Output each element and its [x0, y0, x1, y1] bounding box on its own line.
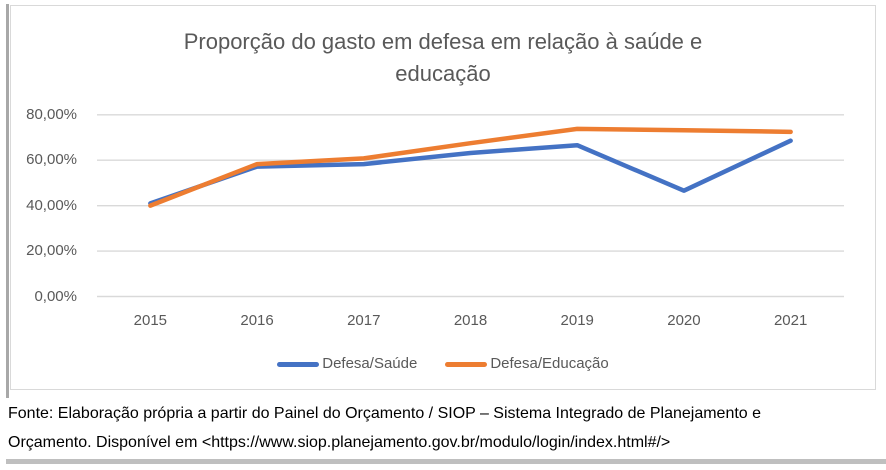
- line-chart-plot[interactable]: [11, 6, 874, 388]
- y-tick-label: 40,00%: [26, 196, 77, 214]
- chart-frame[interactable]: Proporção do gasto em defesa em relação …: [10, 5, 876, 390]
- y-tick-label: 80,00%: [26, 105, 77, 123]
- legend-item-0[interactable]: Defesa/Saúde: [277, 355, 417, 373]
- y-tick-label: 60,00%: [26, 151, 77, 169]
- legend-line-marker: [445, 361, 488, 367]
- series-line-0[interactable]: [148, 138, 793, 206]
- chart-legend: Defesa/Saúde Defesa/Educação: [11, 355, 875, 373]
- chart-title: Proporção do gasto em defesa em relação …: [11, 26, 875, 90]
- legend-label: Defesa/Saúde: [322, 355, 418, 372]
- source-caption-line2: Orçamento. Disponível em <https://www.si…: [8, 433, 671, 451]
- x-tick-label: 2015: [133, 312, 168, 329]
- x-tick-label: 2020: [667, 312, 701, 329]
- page-bottom-divider: [6, 459, 886, 464]
- x-tick-label: 2019: [560, 312, 594, 329]
- legend-label: Defesa/Educação: [490, 355, 609, 372]
- x-tick-label: 2017: [347, 312, 381, 329]
- chart-title-line1: Proporção do gasto em defesa em relação …: [183, 29, 703, 54]
- x-tick-label: 2018: [453, 312, 488, 329]
- x-tick-label: 2016: [240, 312, 274, 329]
- legend-line-marker: [277, 361, 320, 367]
- page-left-edge-line: [6, 4, 9, 398]
- chart-title-line2: educação: [395, 61, 491, 86]
- source-caption-line1: Fonte: Elaboração própria a partir do Pa…: [8, 405, 762, 422]
- y-tick-label: 0,00%: [34, 287, 77, 305]
- y-tick-label: 20,00%: [26, 242, 77, 260]
- series-line-1[interactable]: [148, 126, 793, 208]
- source-caption: Fonte: Elaboração própria a partir do Pa…: [8, 400, 880, 457]
- legend-item-1[interactable]: Defesa/Educação: [445, 355, 609, 373]
- x-tick-label: 2021: [773, 312, 808, 329]
